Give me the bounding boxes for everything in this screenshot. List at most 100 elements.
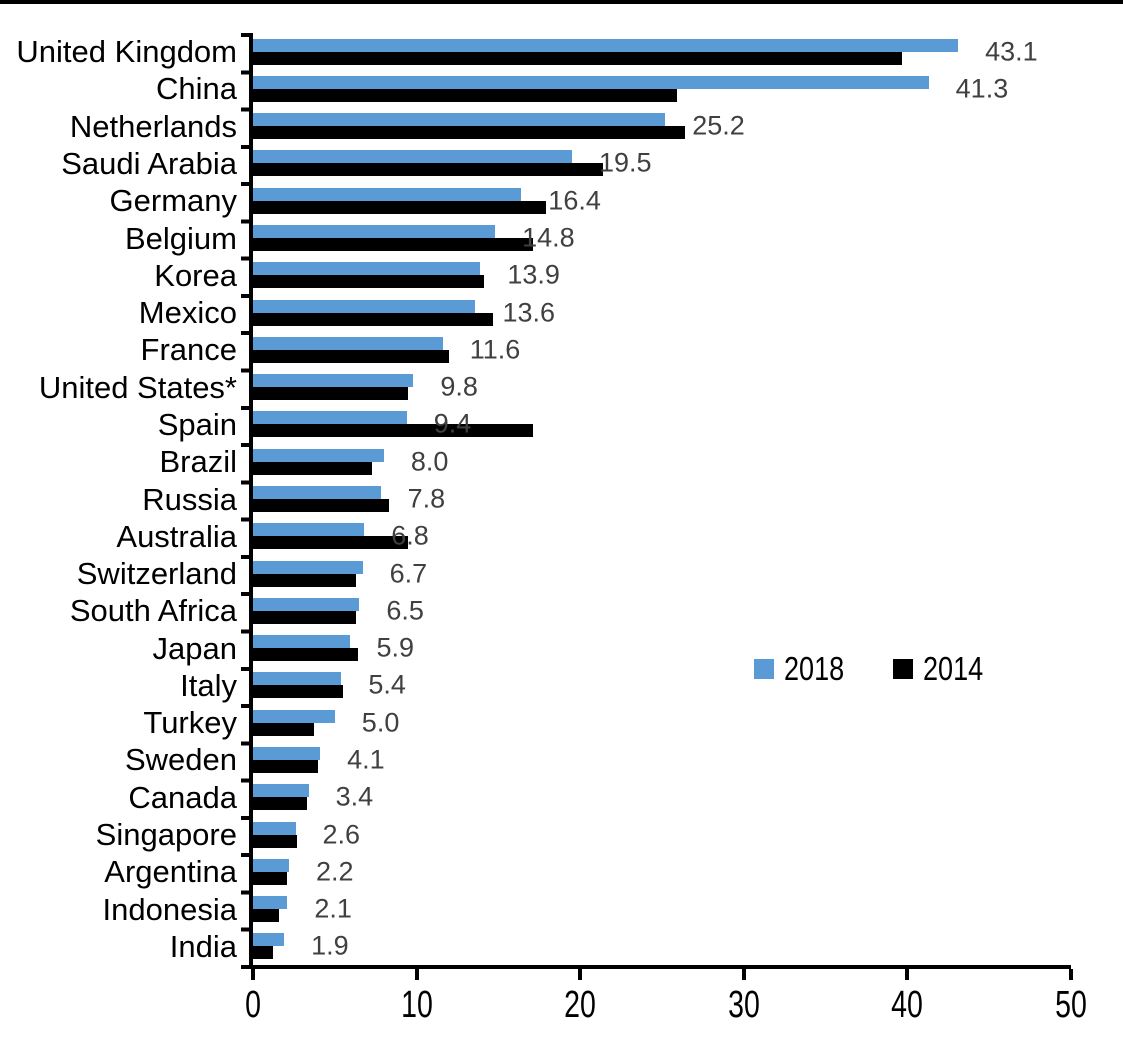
category-label: Belgium [125, 220, 237, 256]
category-label: Singapore [95, 817, 237, 853]
bar-row: 7.8 [253, 480, 1071, 517]
value-label: 8.0 [410, 446, 449, 477]
value-label: 11.6 [469, 334, 521, 365]
value-label: 1.9 [311, 930, 349, 961]
x-tick [1069, 969, 1073, 980]
bar-2014 [253, 349, 450, 363]
value-label: 16.4 [548, 185, 601, 216]
bar-2014 [253, 275, 484, 289]
bar-2014 [253, 797, 307, 811]
x-tick-label: 50 [1055, 984, 1087, 1026]
bar-2014 [253, 946, 273, 960]
x-tick-label: 40 [891, 984, 924, 1026]
x-axis-labels: 0 10 20 30 40 50 [245, 984, 1087, 1026]
bar-2014 [253, 909, 280, 923]
category-labels: United Kingdom China Netherlands Saudi Arab… [0, 33, 237, 965]
category-label: Germany [109, 183, 237, 219]
bar-row: 13.9 [253, 257, 1071, 294]
value-label: 5.0 [361, 707, 400, 738]
bar-row: 5.0 [253, 704, 1071, 741]
bar-2014 [253, 387, 409, 401]
category-label: Netherlands [69, 108, 237, 144]
bar-2018 [253, 635, 350, 649]
bar-2018 [253, 374, 414, 388]
value-label: 5.9 [376, 632, 415, 663]
bar-2014 [253, 834, 298, 848]
bar-row: 2.6 [253, 816, 1071, 853]
bar-2018 [253, 672, 342, 686]
bar-2018 [253, 523, 365, 537]
bar-2018 [253, 560, 363, 574]
category-label: France [140, 332, 237, 368]
x-tick-label: 10 [400, 984, 433, 1026]
legend-item-2014: 2014 [893, 652, 996, 685]
bar-2018 [253, 896, 288, 910]
legend: 2018 2014 [754, 652, 997, 685]
value-label: 13.9 [507, 259, 560, 290]
x-tick [251, 969, 255, 980]
bar-2014 [253, 871, 288, 885]
bar-2018 [253, 262, 481, 276]
x-tick-label: 30 [727, 984, 760, 1026]
bar-2018 [253, 411, 407, 425]
bar-row: 1.9 [253, 928, 1071, 965]
value-label: 25.2 [692, 110, 745, 141]
category-label: United Kingdom [16, 34, 237, 70]
x-tick-label: 0 [245, 984, 261, 1026]
legend-label-2018: 2018 [784, 650, 845, 687]
x-tick [741, 969, 746, 980]
bar-2014 [253, 722, 314, 736]
x-tick [414, 969, 419, 980]
bar-2018 [253, 597, 360, 611]
bar-row: 43.1 [253, 33, 1071, 70]
bar-2018 [253, 821, 296, 835]
value-label: 6.5 [386, 595, 424, 626]
bar-2018 [253, 113, 666, 127]
bar-2018 [253, 299, 476, 313]
value-label: 7.8 [407, 483, 446, 514]
bar-2018 [253, 933, 285, 947]
bar-2018 [253, 38, 959, 52]
category-label: Switzerland [76, 556, 237, 592]
bar-row: 9.8 [253, 369, 1071, 406]
y-axis-ticks [241, 33, 249, 969]
bar-2018 [253, 336, 443, 350]
value-label: 9.8 [440, 371, 478, 402]
x-tick [578, 969, 583, 980]
value-label: 3.4 [335, 781, 374, 812]
bar-2018 [253, 150, 573, 164]
x-axis-ticks [251, 969, 1073, 980]
value-label: 14.8 [522, 222, 575, 253]
value-label: 19.5 [599, 147, 652, 178]
bar-row: 19.5 [253, 145, 1071, 182]
bar-2018 [253, 187, 522, 201]
category-label: Canada [128, 779, 237, 815]
plot-area: 43.1 41.3 25.2 19.5 16.4 14.8 13.9 13.6 11.6 9.8 9… [249, 33, 1071, 969]
bar-row: 6.5 [253, 592, 1071, 629]
bar-2018 [253, 225, 496, 239]
bar-2018 [253, 448, 384, 462]
bar-2014 [253, 200, 546, 214]
value-label: 6.7 [389, 558, 428, 589]
bar-2014 [253, 685, 343, 699]
bar-row: 5.9 [253, 630, 1071, 667]
value-label: 13.6 [502, 297, 556, 328]
category-label: United States* [38, 369, 237, 405]
bar-2014 [253, 238, 533, 252]
value-label: 5.4 [368, 669, 406, 700]
bar-row: 13.6 [253, 294, 1071, 331]
bar-row: 3.4 [253, 779, 1071, 816]
legend-swatch-2018 [754, 658, 774, 679]
category-label: Mexico [138, 295, 237, 331]
bar-row: 41.3 [253, 70, 1071, 107]
category-label: Argentina [104, 854, 237, 890]
value-label: 43.1 [985, 36, 1038, 67]
bar-2014 [253, 648, 358, 662]
value-label: 41.3 [955, 73, 1009, 104]
category-label: Japan [152, 630, 237, 666]
bar-2014 [253, 163, 604, 177]
bar-row: 16.4 [253, 182, 1071, 219]
bar-row: 14.8 [253, 219, 1071, 256]
bar-row: 2.2 [253, 853, 1071, 890]
category-label: India [169, 928, 237, 964]
